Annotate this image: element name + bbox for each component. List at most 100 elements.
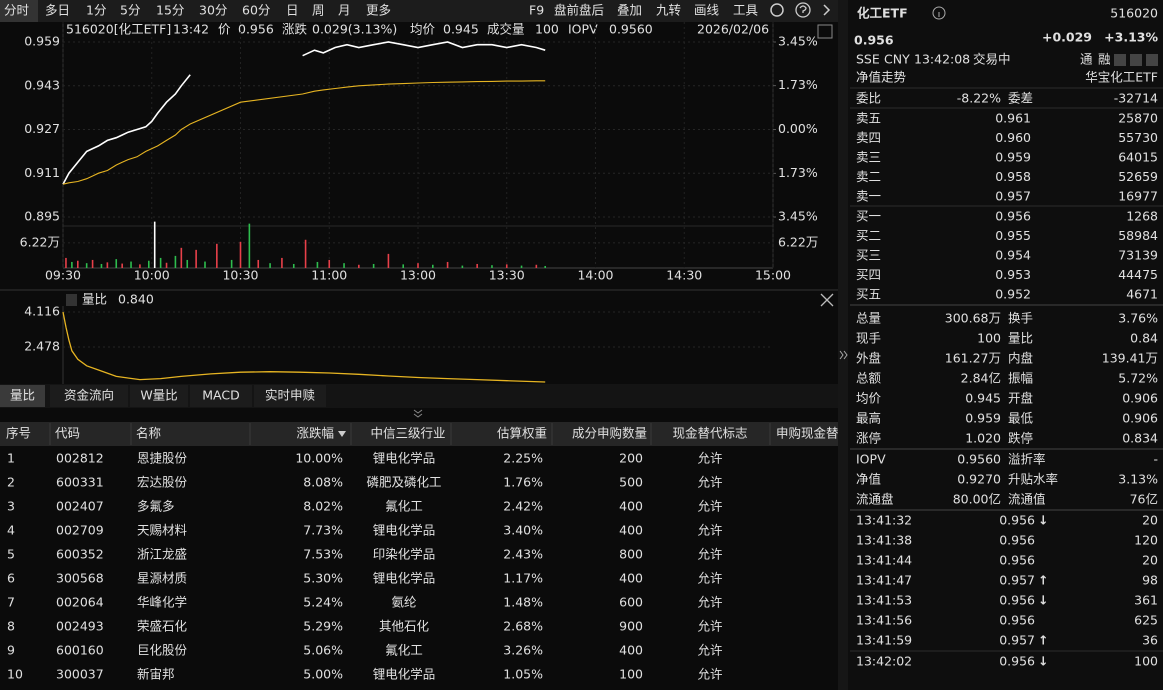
trade-time: 13:41:47 [856, 573, 912, 588]
chart-header-iopv: 0.9560 [609, 22, 653, 37]
chart-header-avg-label: 均价 [410, 22, 436, 37]
period-tab[interactable]: 分时 [4, 3, 30, 18]
tab-bg[interactable] [50, 385, 128, 407]
trade-arrow: ↓ [1038, 513, 1048, 528]
stat-value: 3.76% [1118, 311, 1158, 326]
period-tab[interactable]: 更多 [366, 3, 391, 18]
book-price: 0.959 [995, 150, 1031, 165]
volume-bar [328, 259, 331, 268]
table-cell: 允许 [697, 523, 722, 538]
table-cell: 7 [7, 595, 15, 610]
table-cell: 900 [619, 619, 643, 634]
table-cell: 4 [7, 523, 15, 538]
table-cell: 印染化学品 [373, 547, 436, 562]
volume-bar [358, 264, 360, 268]
tool-icon[interactable] [1146, 54, 1158, 66]
column-header[interactable]: 代码 [55, 426, 80, 441]
period-tab[interactable]: 30分 [199, 3, 227, 18]
table-cell: 10.00% [295, 451, 343, 466]
period-tab[interactable]: 周 [312, 3, 325, 18]
tab[interactable]: 量比 [10, 388, 35, 403]
period-tab[interactable]: 月 [338, 3, 351, 18]
stat-label: 委差 [1008, 91, 1033, 106]
quote-tag: 融 [1098, 52, 1111, 67]
tool-button[interactable]: 工具 [733, 3, 759, 18]
period-tab[interactable]: 15分 [156, 3, 184, 18]
tool-button[interactable]: 画线 [694, 3, 720, 18]
collapse-icon[interactable] [413, 409, 423, 418]
chart-header-change-label: 涨跌 [282, 22, 308, 37]
table-cell: 允许 [697, 667, 722, 682]
info-icon[interactable] [932, 6, 946, 20]
column-header[interactable]: 名称 [136, 426, 161, 441]
table-cell: 800 [619, 547, 643, 562]
stat-label: 溢折率 [1008, 452, 1046, 467]
tool-icon[interactable] [1130, 54, 1142, 66]
period-tab[interactable]: 5分 [120, 3, 140, 18]
table-cell: 允许 [697, 595, 722, 610]
tab[interactable]: 实时申赎 [265, 388, 315, 403]
trade-volume: 20 [1142, 513, 1158, 528]
panel-icon[interactable] [817, 24, 833, 39]
book-volume: 52659 [1118, 169, 1158, 184]
table-cell: 9 [7, 643, 15, 658]
column-header[interactable]: 涨跌幅 [296, 426, 334, 441]
column-header[interactable]: 申购现金替 [776, 426, 839, 441]
tab[interactable]: W量比 [140, 388, 177, 403]
table-cell: 002493 [56, 619, 104, 634]
table-cell: 3.40% [503, 523, 543, 538]
volume-bar [446, 261, 449, 268]
tool-icon[interactable] [1114, 54, 1126, 66]
nav-link[interactable]: 净值走势 [856, 70, 907, 85]
book-level: 卖一 [856, 189, 881, 204]
close-icon[interactable] [820, 293, 834, 307]
tool-button[interactable]: 叠加 [617, 3, 642, 18]
x-tick-label: 13:00 [400, 268, 436, 283]
expand-icon[interactable] [839, 350, 848, 360]
help-box[interactable] [66, 294, 77, 306]
tab[interactable]: 资金流向 [64, 388, 114, 403]
y2-tick-label: 1.73% [778, 77, 818, 92]
stat-value: 5.72% [1118, 371, 1158, 386]
settings-icon[interactable] [770, 3, 784, 17]
help-icon[interactable] [795, 2, 811, 18]
volume-bar [248, 223, 251, 268]
stat-value: 1.020 [965, 431, 1001, 446]
sort-icon[interactable] [338, 431, 346, 437]
period-tab[interactable]: 60分 [242, 3, 270, 18]
period-tab[interactable]: 1分 [86, 3, 106, 18]
tool-button[interactable]: 九转 [656, 3, 681, 18]
column-header[interactable]: 成分申购数量 [572, 426, 647, 441]
average-line [62, 80, 546, 185]
stat-label: 换手 [1008, 311, 1033, 326]
next-icon[interactable] [823, 4, 831, 16]
trade-volume: 36 [1142, 633, 1158, 648]
column-header[interactable]: 现金替代标志 [672, 426, 747, 441]
book-price: 0.957 [995, 189, 1031, 204]
tool-button[interactable]: 盘前盘后 [554, 3, 604, 18]
stat-label: 净值 [856, 472, 881, 487]
tab-bg[interactable] [254, 385, 326, 407]
quote-status: 交易中 [973, 52, 1011, 67]
volume-bar [186, 259, 189, 268]
column-header[interactable]: 估算权重 [497, 426, 547, 441]
tool-button[interactable]: F9 [529, 3, 544, 18]
trade-price: 0.956 [999, 654, 1035, 669]
stat-label: 量比 [1008, 331, 1033, 346]
tab-bg[interactable] [0, 385, 45, 407]
period-tab[interactable]: 日 [286, 3, 299, 18]
stat-label: 开盘 [1008, 391, 1033, 406]
table-cell: 新宙邦 [137, 667, 175, 682]
volume-bar [115, 259, 118, 268]
column-header[interactable]: 中信三级行业 [370, 426, 445, 441]
tab[interactable]: MACD [202, 388, 239, 403]
stat-label: 流通值 [1008, 492, 1046, 507]
tab-bg[interactable] [190, 385, 252, 407]
tab-bg[interactable] [130, 385, 188, 407]
subchart-tick-label: 4.116 [24, 304, 60, 319]
book-price: 0.952 [995, 287, 1031, 302]
table-cell: 允许 [697, 643, 722, 658]
period-tab[interactable]: 多日 [45, 3, 70, 18]
chart-header-volume-label: 成交量 [487, 22, 525, 37]
column-header[interactable]: 序号 [6, 426, 31, 441]
